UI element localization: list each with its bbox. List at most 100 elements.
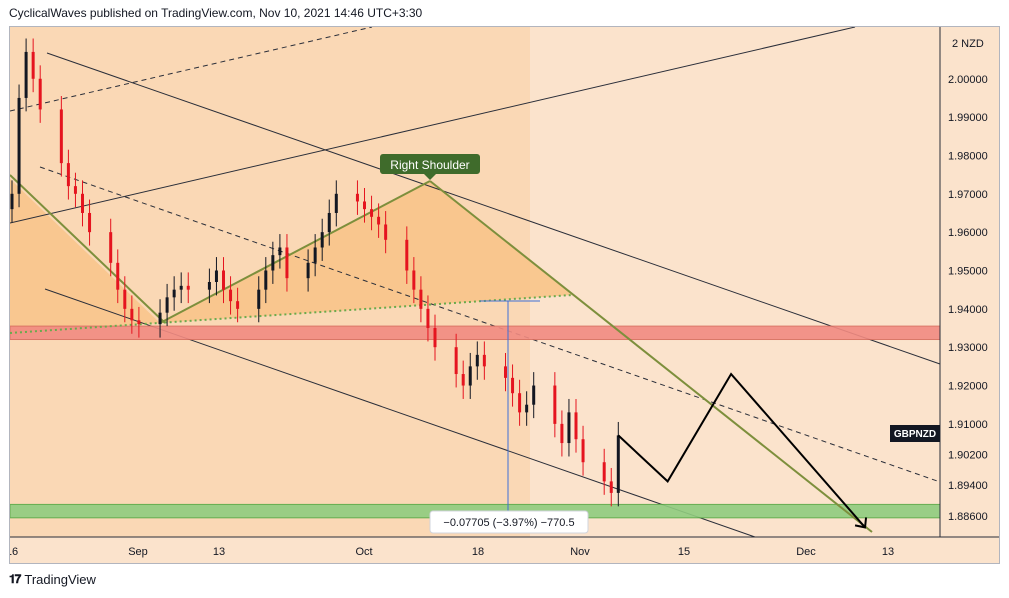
candle-body [560,423,564,444]
candle-body [229,289,233,302]
left-shoulder-line [10,174,166,324]
time-axis-background [10,537,999,563]
price-axis-top-label: 2 NZD [952,38,984,50]
candle-body [313,247,317,263]
candle-body [306,262,310,279]
right-shoulder-label: Right Shoulder [380,154,480,180]
candle-body [363,201,366,210]
publisher-header: CyclicalWaves published on TradingView.c… [9,6,423,20]
candle-body [66,163,70,187]
candle-body [320,232,324,248]
candle-body [384,224,388,240]
measure-label-bg [429,510,589,534]
measure-label-text: −0.07705 (−3.97%) −770.5 [443,517,574,529]
price-tick-label: 1.88600 [948,511,988,523]
candle-body [116,262,120,290]
trend-upper-line [10,27,856,224]
price-tick-label: 1.95000 [948,265,988,277]
resistance-zone [10,325,941,341]
price-tick-label: 1.93000 [948,342,988,354]
right-shoulder-area [160,181,572,323]
price-tick-label: 1.91000 [948,419,988,431]
symbol-tag-text: GBPNZD [894,429,936,440]
candle-body [468,366,472,386]
candle-body [433,328,437,348]
chart-container[interactable]: Right Shoulder −0.07705 (−3.97%) −770.5 2.… [9,26,1000,564]
right-shoulder-fall-line [429,180,873,533]
candle-body [475,354,479,367]
candle-body [236,301,240,309]
candle-body [88,212,92,233]
candle-body [81,193,84,213]
candle-body [186,285,190,290]
candle-body [222,270,225,290]
time-tick-label: Dec [796,546,816,558]
chart-svg[interactable]: Right Shoulder −0.07705 (−3.97%) −770.5 2.… [10,27,1000,564]
candle-body [158,312,162,325]
candle-body [602,462,606,482]
candle-body [581,439,585,463]
candle-body [207,282,211,290]
candle-body [609,481,613,493]
candle-body [355,193,359,202]
time-tick-label: Sep [128,546,148,558]
time-tick-label: 13 [213,546,225,558]
candle-body [482,354,486,367]
candle-body [532,385,536,405]
candle-body [574,412,578,440]
candle-body [264,270,268,290]
price-tick-label: 1.96000 [948,227,988,239]
candle-body [525,404,529,413]
candle-body [109,232,113,263]
right-shoulder-label-pointer [424,174,436,180]
right-shoulder-label-text: Right Shoulder [390,158,469,172]
price-tick-label: 1.97000 [948,189,988,201]
candle-body [257,289,261,309]
footer-brand: TradingView [24,572,96,587]
candle-body [278,247,282,256]
time-tick-label: 16 [10,546,18,558]
candle-body [24,51,28,98]
candle-body [59,109,63,164]
trend-upper-dashed [10,27,373,112]
candle-body [130,308,134,321]
candle-body [377,216,381,225]
candle-body [616,435,620,493]
channel-mid-line [39,166,941,483]
price-tick-label: 1.92000 [948,381,988,393]
candle-body [405,239,409,271]
right-shoulder-label-bg [380,154,480,174]
candle-body [567,412,571,444]
price-tick-label: 1.94000 [948,304,988,316]
price-tick-label: 1.90200 [948,450,988,462]
candle-body [31,51,35,79]
time-tick-label: 18 [472,546,484,558]
price-tick-label: 1.89400 [948,480,988,492]
symbol-tag-bg [890,425,940,442]
candle-body [271,255,275,271]
candle-body [10,193,14,210]
channel-upper-line [46,52,941,365]
candle-body [179,285,183,290]
candle-body [165,297,169,313]
candle-body [518,393,522,413]
measure-label: −0.07705 (−3.97%) −770.5 [429,510,589,534]
neckline-dotted [10,294,573,334]
candle-body [511,377,515,394]
candle-body [137,320,141,325]
candle-body [17,97,21,194]
candle-body [172,289,176,298]
candle-body [285,247,289,279]
time-tick-label: 13 [882,546,894,558]
projection-path [617,372,866,529]
price-tick-label: 1.99000 [948,112,988,124]
price-tick-label: 2.00000 [948,74,988,86]
time-tick-label: 15 [678,546,690,558]
candle-body [214,270,218,282]
candle-body [38,78,42,110]
candle-body [419,289,423,309]
candle-body [454,347,458,375]
projection-arrowhead [854,517,868,529]
time-tick-label: Oct [355,546,372,558]
symbol-tag: GBPNZD [890,425,940,442]
